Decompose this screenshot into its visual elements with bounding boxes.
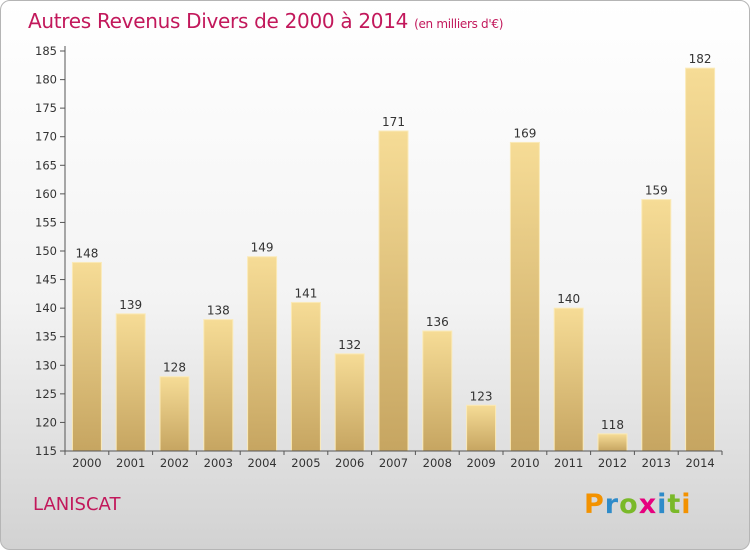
y-tick-label-150: 150: [35, 244, 57, 258]
x-tick-label-2003: 2003: [204, 456, 233, 470]
chart-title: Autres Revenus Divers de 2000 à 2014 (en …: [28, 9, 503, 33]
logo-letter: P: [584, 489, 605, 520]
bar-2000: [71, 261, 102, 452]
bar-2010: [509, 141, 540, 452]
x-tick-label-2012: 2012: [598, 456, 627, 470]
data-label-2006: 132: [338, 338, 361, 352]
y-tick-label-145: 145: [35, 273, 57, 287]
bar-2011: [553, 307, 584, 452]
x-tick-label-2005: 2005: [291, 456, 320, 470]
bar-2007: [378, 130, 409, 452]
data-label-2014: 182: [689, 52, 712, 66]
data-label-2013: 159: [645, 184, 668, 198]
x-tick-label-2007: 2007: [379, 456, 408, 470]
chart-title-text: Autres Revenus Divers de 2000 à 2014: [28, 9, 409, 33]
x-tick-label-2013: 2013: [642, 456, 671, 470]
x-tick-label-2002: 2002: [160, 456, 189, 470]
logo-letter: r: [604, 489, 620, 520]
bar-2002: [159, 376, 190, 452]
bar-2006: [334, 353, 365, 452]
data-label-2008: 136: [426, 315, 449, 329]
data-label-2005: 141: [294, 286, 317, 300]
bar-2009: [466, 404, 497, 452]
y-tick-label-180: 180: [35, 73, 57, 87]
bar-2013: [641, 199, 672, 452]
x-tick-label-2001: 2001: [116, 456, 145, 470]
data-label-2004: 149: [251, 241, 274, 255]
y-tick-label-185: 185: [35, 44, 57, 58]
logo-letter: x: [638, 489, 658, 520]
proxiti-logo: Proxiti: [584, 489, 692, 520]
x-tick-label-2010: 2010: [510, 456, 539, 470]
x-tick-label-2008: 2008: [423, 456, 452, 470]
place-name: LANISCAT: [33, 494, 121, 515]
data-label-2002: 128: [163, 361, 186, 375]
data-label-2007: 171: [382, 115, 405, 129]
y-tick-label-135: 135: [35, 330, 57, 344]
logo-letter: i: [657, 489, 668, 520]
y-tick-label-120: 120: [35, 415, 57, 429]
bar-2012: [597, 433, 628, 452]
data-label-2001: 139: [119, 298, 142, 312]
logo-letter: t: [667, 489, 682, 520]
logo-letter: i: [681, 489, 692, 520]
y-tick-label-155: 155: [35, 215, 57, 229]
x-tick-label-2014: 2014: [685, 456, 714, 470]
data-label-2011: 140: [557, 292, 580, 306]
y-tick-label-175: 175: [35, 101, 57, 115]
data-label-2009: 123: [470, 389, 493, 403]
y-tick-label-160: 160: [35, 187, 57, 201]
y-tick-label-165: 165: [35, 158, 57, 172]
x-tick-label-2011: 2011: [554, 456, 583, 470]
y-tick-label-170: 170: [35, 130, 57, 144]
bar-2014: [685, 67, 716, 452]
y-tick-label-125: 125: [35, 387, 57, 401]
bar-2005: [290, 301, 321, 452]
y-tick-label-115: 115: [35, 444, 57, 458]
chart-subtitle: (en milliers d'€): [414, 17, 504, 31]
bars-group: 148 2000 139 2001 128 2002 138 2003 149 2004 141 20…: [71, 52, 716, 470]
data-label-2000: 148: [75, 246, 98, 260]
y-tick-label-140: 140: [35, 301, 57, 315]
x-tick-label-2000: 2000: [72, 456, 101, 470]
data-label-2003: 138: [207, 304, 230, 318]
data-label-2010: 169: [513, 126, 536, 140]
bar-2004: [247, 256, 278, 452]
x-tick-label-2009: 2009: [466, 456, 495, 470]
bar-2001: [115, 313, 146, 452]
x-tick-label-2006: 2006: [335, 456, 364, 470]
y-tick-label-130: 130: [35, 358, 57, 372]
axes-group: 115 120 125 130 135 140 145 150 155 160 165 170 175 1…: [35, 44, 723, 458]
bar-2008: [422, 330, 453, 452]
data-label-2012: 118: [601, 418, 624, 432]
x-tick-label-2004: 2004: [247, 456, 276, 470]
bar-2003: [203, 319, 234, 452]
logo-letter: o: [619, 489, 639, 520]
